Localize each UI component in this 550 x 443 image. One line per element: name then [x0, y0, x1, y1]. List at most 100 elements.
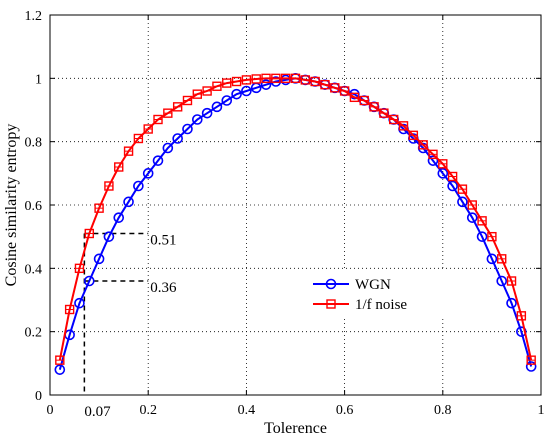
data-point	[359, 95, 369, 106]
data-point	[231, 88, 242, 100]
data-series	[54, 73, 537, 375]
x-tick-label: 0.4	[238, 403, 256, 418]
data-point	[103, 231, 115, 242]
data-point	[349, 92, 360, 103]
data-point	[211, 101, 223, 113]
data-point	[133, 133, 144, 144]
y-tick-label: 0.8	[25, 136, 43, 151]
data-point	[438, 159, 448, 169]
data-point	[54, 364, 66, 375]
data-point	[506, 297, 517, 309]
data-point	[398, 121, 409, 131]
y-tick-label: 0.6	[25, 199, 43, 214]
data-point	[457, 184, 468, 194]
data-point	[93, 253, 105, 265]
data-point	[251, 74, 261, 84]
data-point	[477, 216, 487, 226]
data-point	[525, 361, 537, 372]
data-point	[330, 83, 340, 93]
data-point	[231, 76, 242, 87]
data-point	[163, 108, 173, 118]
data-point	[123, 196, 134, 208]
data-point	[418, 140, 428, 150]
data-point	[123, 146, 134, 156]
data-point	[192, 114, 203, 125]
data-point	[506, 276, 517, 286]
data-point	[497, 254, 507, 264]
data-point	[153, 114, 163, 125]
legend-label: 1/f noise	[355, 297, 407, 313]
data-point	[487, 231, 497, 242]
data-point	[260, 79, 272, 90]
plot-area-frame	[49, 14, 542, 396]
y-tick-label: 0	[35, 389, 42, 404]
data-point	[466, 212, 478, 223]
data-point	[64, 304, 75, 315]
annotation-label: 0.07	[84, 404, 111, 420]
data-point	[172, 133, 183, 144]
data-point	[143, 124, 153, 134]
data-point	[152, 155, 164, 166]
data-point	[182, 95, 193, 106]
data-point	[133, 180, 144, 192]
data-point	[142, 168, 154, 179]
annotation-label: 0.51	[150, 233, 176, 249]
data-point	[83, 275, 95, 287]
data-point	[94, 203, 104, 213]
legend: WGN 1/f noise	[305, 270, 455, 318]
data-point	[457, 196, 468, 208]
data-point	[428, 149, 438, 160]
data-point	[104, 181, 114, 191]
data-point	[221, 95, 233, 106]
series-wgn	[54, 73, 537, 375]
data-point	[172, 102, 183, 112]
series-1f-noise	[55, 73, 536, 365]
x-axis-label: Tolerence	[264, 420, 327, 437]
data-point	[290, 73, 301, 84]
data-point	[300, 75, 311, 85]
data-point	[526, 355, 536, 365]
y-tick-label: 0.2	[25, 326, 43, 341]
data-point	[202, 86, 212, 96]
grid-lines	[50, 15, 541, 395]
data-point	[467, 200, 477, 210]
data-point	[486, 253, 498, 265]
data-point	[261, 73, 271, 84]
legend-box	[305, 270, 455, 318]
y-tick-label: 1	[35, 72, 42, 87]
x-tick-label: 0.2	[139, 403, 157, 418]
data-point	[55, 355, 65, 365]
x-tick-label: 1	[538, 403, 545, 418]
legend-marker	[325, 278, 337, 290]
series-line	[58, 77, 533, 361]
x-tick-label: 0.8	[434, 403, 452, 418]
data-point	[447, 171, 458, 182]
annotations: 0.51 0.36 0.07	[83, 233, 177, 420]
data-point	[241, 85, 252, 97]
data-point	[192, 89, 203, 99]
data-point	[182, 123, 193, 135]
x-tick-label: 0	[47, 403, 54, 418]
data-point	[408, 130, 419, 141]
legend-marker	[326, 299, 336, 309]
data-point	[74, 297, 85, 309]
data-point	[447, 180, 458, 192]
y-tick-label: 0.4	[25, 262, 43, 277]
data-point	[271, 73, 281, 84]
data-point	[201, 107, 213, 119]
data-point	[516, 311, 527, 321]
legend-item-1f-noise: 1/f noise	[313, 297, 407, 313]
data-point	[162, 142, 174, 154]
data-point	[496, 275, 508, 287]
data-point	[476, 231, 488, 242]
legend-label: WGN	[355, 277, 391, 293]
data-point	[84, 228, 94, 239]
data-point	[339, 86, 350, 96]
data-point	[379, 108, 389, 118]
data-point	[74, 263, 85, 274]
series-line	[58, 77, 533, 370]
data-point	[310, 76, 320, 87]
legend-item-wgn: WGN	[313, 277, 391, 293]
data-point	[241, 75, 252, 85]
